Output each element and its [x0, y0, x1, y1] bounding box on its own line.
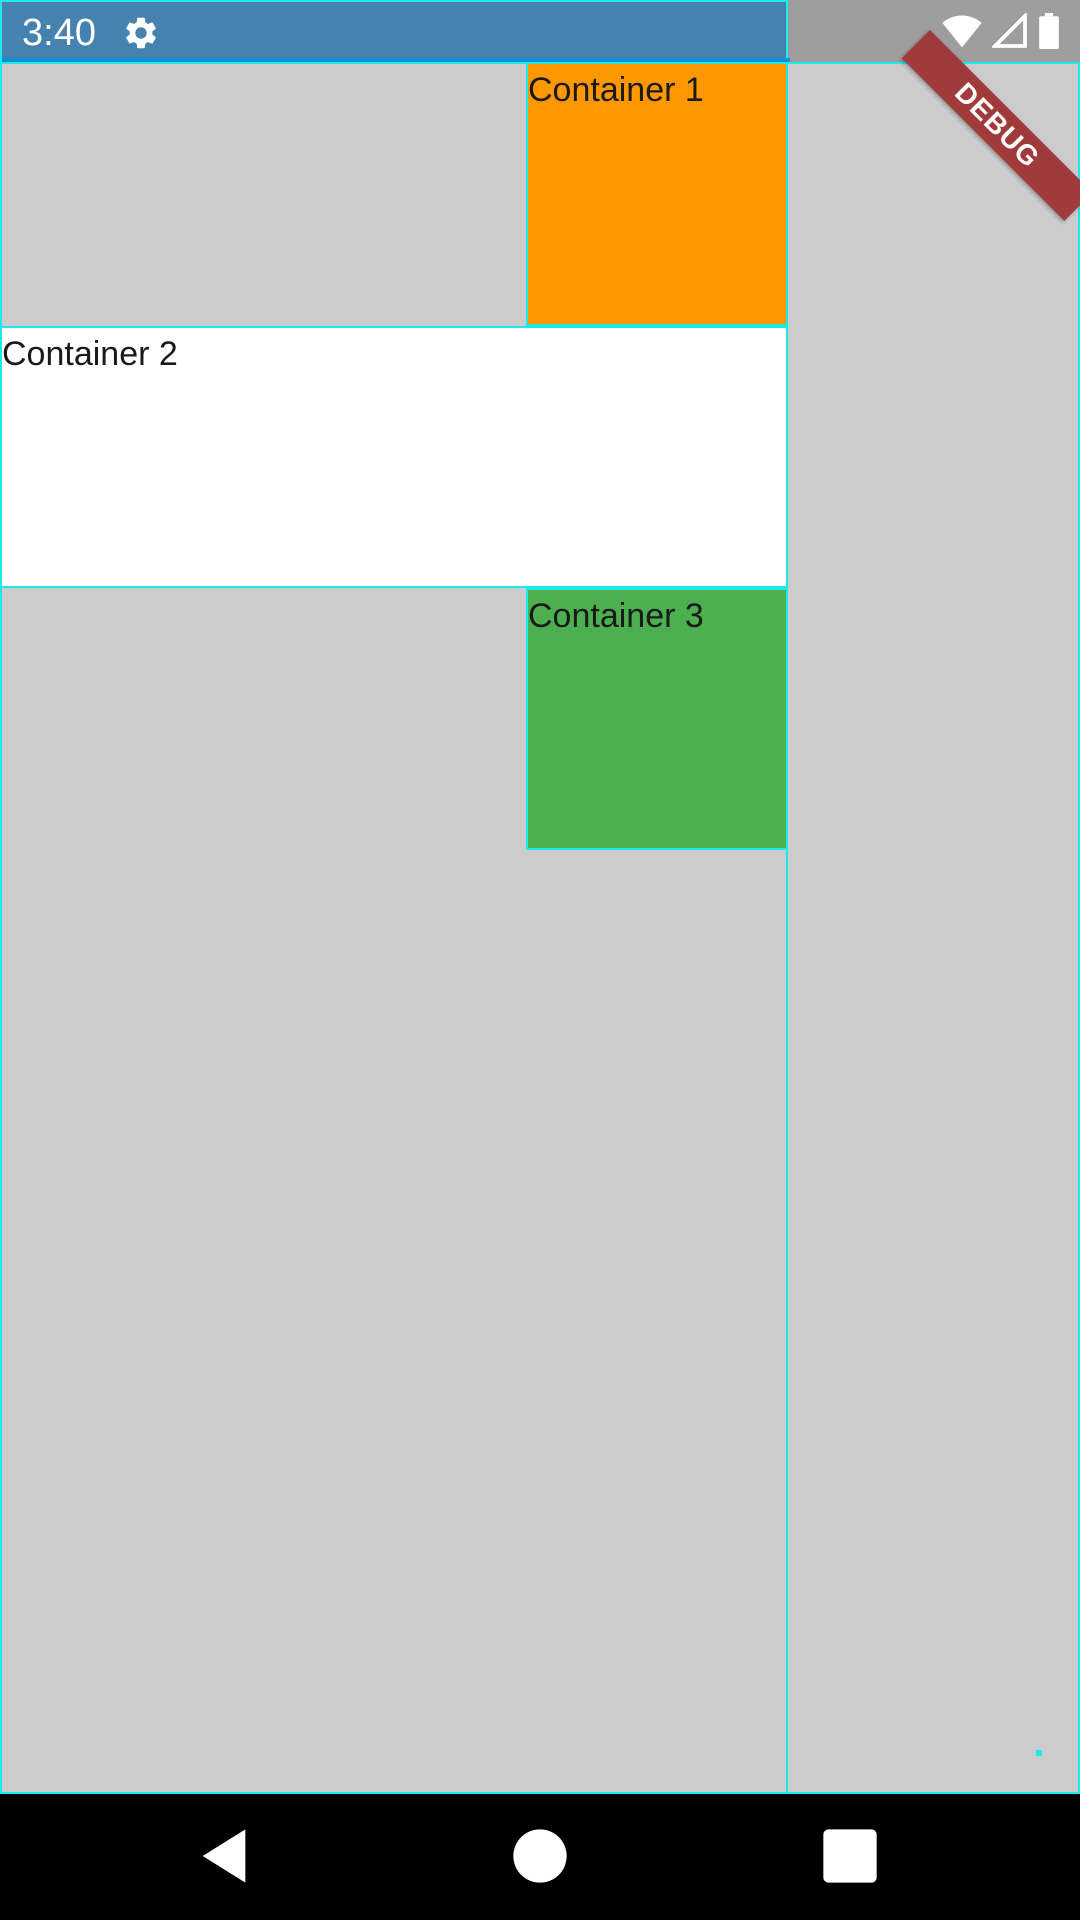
- navigation-bar: [0, 1794, 1080, 1920]
- signal-icon: [992, 13, 1027, 48]
- container-1: Container 1: [526, 62, 788, 326]
- status-time: 3:40: [22, 12, 96, 54]
- container-3: Container 3: [526, 588, 788, 850]
- back-icon[interactable]: [192, 1824, 256, 1888]
- container-2-label: Container 2: [2, 335, 178, 373]
- debug-marker: [1036, 1750, 1042, 1756]
- home-icon[interactable]: [508, 1824, 572, 1888]
- battery-icon: [1039, 13, 1059, 49]
- status-bar: 3:40: [0, 0, 790, 64]
- recents-icon[interactable]: [818, 1824, 882, 1888]
- right-column-outline: [786, 62, 1080, 1794]
- gear-icon: [126, 17, 156, 49]
- status-icons: [942, 12, 1060, 50]
- container-3-label: Container 3: [528, 597, 704, 635]
- status-bar-underline: [2, 58, 790, 64]
- container-2: Container 2: [0, 326, 788, 588]
- container-1-label: Container 1: [528, 71, 704, 109]
- wifi-icon: [942, 15, 982, 48]
